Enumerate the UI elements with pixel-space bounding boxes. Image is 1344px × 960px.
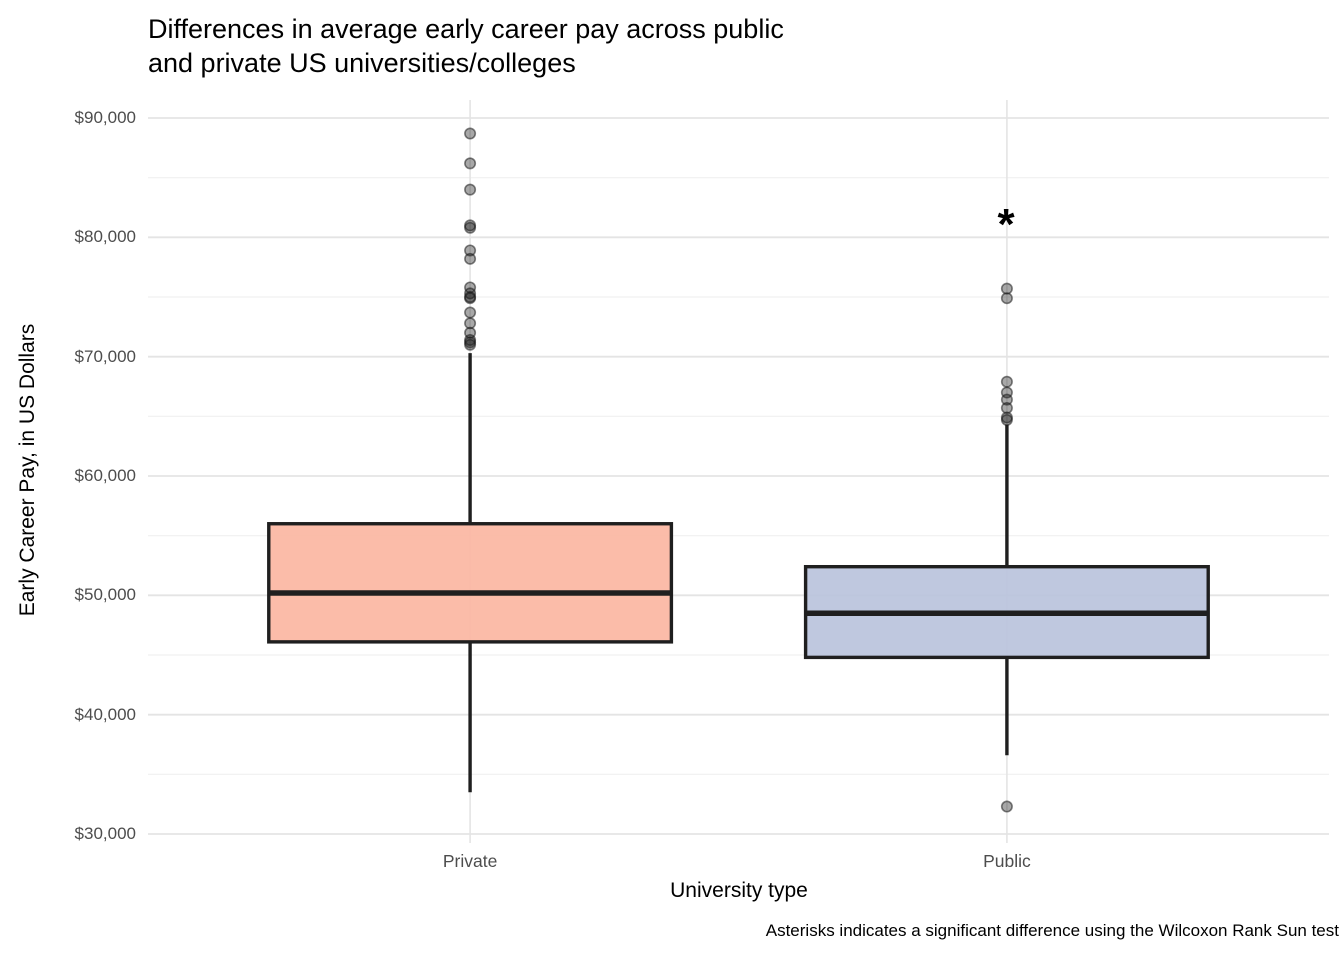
private-outlier-point [464,183,477,196]
y-tick-label: $30,000 [74,824,136,843]
public-outlier-point [1000,401,1013,414]
figure-caption: Asterisks indicates a significant differ… [765,921,1339,940]
public-outlier-point [1000,292,1013,305]
x-tick-label-public: Public [983,851,1031,871]
private-outlier-point [464,221,477,234]
private-boxplot [267,127,674,793]
x-axis-title: University type [670,879,808,902]
major-gridlines [148,117,1329,835]
private-outlier-point [464,127,477,140]
private-box [267,522,674,644]
public-outlier-point [1000,800,1013,813]
y-tick-label: $90,000 [74,108,136,127]
y-tick-label: $70,000 [74,346,136,366]
private-outlier-point [464,244,477,257]
private-outlier-point [464,317,477,330]
significance-asterisk: * [997,200,1015,249]
category-gridlines [469,100,1008,843]
y-tick-label: $50,000 [74,585,136,605]
chart-title-line1: Differences in average early career pay … [148,14,784,44]
private-outlier-point [464,338,477,351]
y-tick-label: $80,000 [74,227,136,247]
private-outlier-point [464,157,477,170]
public-outlier-point [1000,375,1013,388]
y-tick-label: $60,000 [74,466,136,485]
private-outlier-point [464,306,477,319]
public-outlier-point [1000,282,1013,295]
public-outlier-point [1000,393,1013,406]
chart-title: Differences in average early career pay … [148,12,784,80]
x-tick-label-private: Private [442,851,498,871]
public-boxplot [803,282,1210,813]
private-outlier-point [464,252,477,265]
chart-title-line2: and private US universities/colleges [148,48,576,78]
public-outlier-point [1000,413,1013,426]
boxplots [267,127,1210,813]
private-outlier-point [464,292,477,305]
y-tick-label: $40,000 [74,704,136,724]
